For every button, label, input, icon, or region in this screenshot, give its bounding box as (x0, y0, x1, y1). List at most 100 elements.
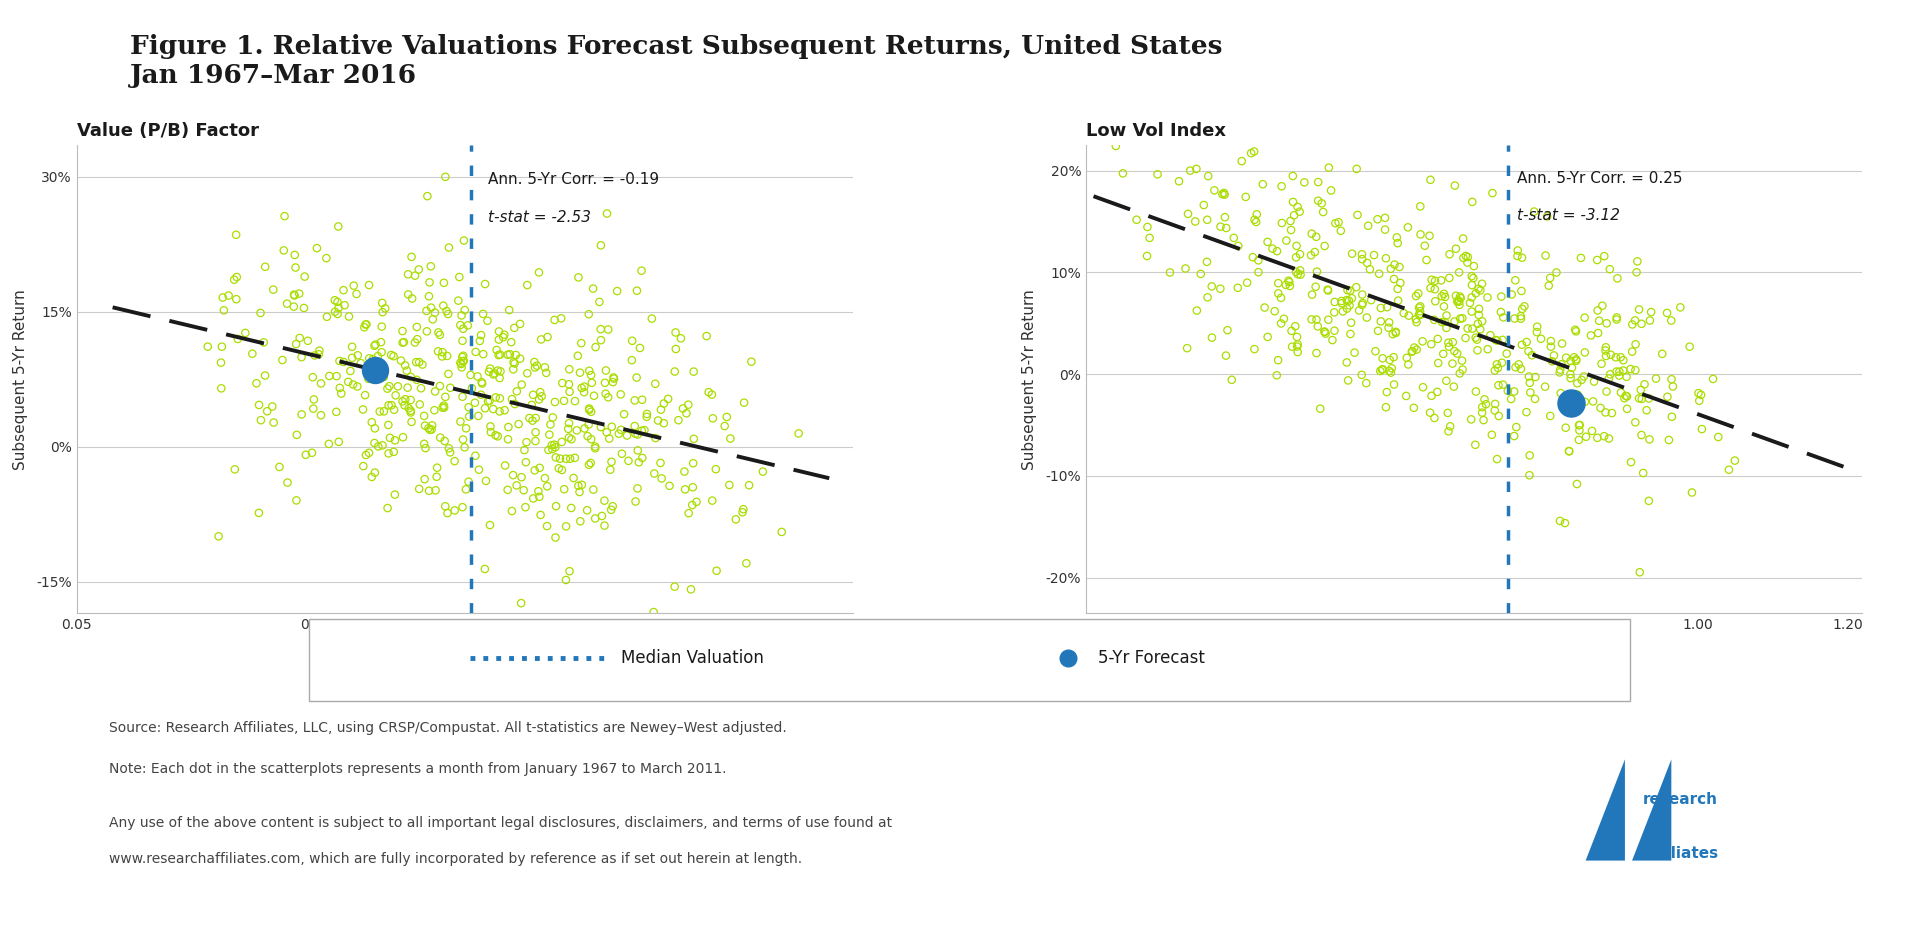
Point (1384, 259, 1415, 275)
Point (538, 410, 568, 425)
Point (336, 364, 367, 379)
Point (639, 431, 670, 446)
Point (1442, 294, 1473, 309)
Point (407, 357, 438, 372)
Point (478, 366, 509, 382)
Point (595, 455, 626, 470)
Point (1325, 223, 1356, 239)
Point (372, 381, 403, 396)
Point (472, 313, 503, 329)
Point (622, 370, 653, 385)
Point (659, 364, 689, 379)
Point (1513, 369, 1544, 384)
Point (1586, 401, 1617, 416)
Point (338, 377, 369, 392)
Point (482, 343, 513, 358)
Point (1283, 345, 1313, 360)
Point (555, 362, 586, 377)
Point (219, 272, 250, 287)
Point (1428, 286, 1459, 301)
Point (478, 402, 509, 417)
Point (436, 380, 467, 395)
Point (555, 451, 586, 466)
Point (1444, 297, 1475, 313)
Point (578, 482, 609, 497)
Point (1313, 160, 1344, 175)
Point (1657, 372, 1688, 387)
Point (415, 275, 445, 290)
Point (522, 484, 553, 499)
Point (1501, 420, 1532, 435)
Point (553, 377, 584, 392)
Point (555, 563, 586, 579)
Point (278, 288, 309, 303)
Point (701, 461, 732, 476)
Point (440, 503, 470, 518)
Point (1371, 384, 1402, 400)
Point (386, 353, 417, 368)
Point (420, 469, 451, 484)
Point (588, 509, 618, 524)
Point (420, 483, 451, 498)
Point (691, 329, 722, 344)
Point (1317, 332, 1348, 348)
Point (453, 318, 484, 333)
Point (676, 581, 707, 597)
Point (453, 409, 484, 424)
Point (213, 288, 244, 303)
Point (1273, 275, 1304, 290)
Point (566, 381, 597, 396)
Point (670, 482, 701, 497)
Point (1549, 420, 1580, 436)
Point (1611, 402, 1642, 417)
Point (1367, 362, 1398, 377)
Point (1238, 212, 1269, 227)
Point (555, 384, 586, 400)
Point (1261, 243, 1292, 259)
Point (411, 440, 442, 456)
Point (380, 487, 411, 502)
Point (524, 392, 555, 407)
Point (1703, 429, 1734, 444)
Point (540, 439, 570, 455)
Point (1164, 173, 1194, 188)
Point (1597, 405, 1628, 420)
Point (536, 438, 566, 453)
Point (501, 478, 532, 493)
Point (1356, 261, 1386, 277)
Point (626, 263, 657, 278)
Point (674, 506, 705, 521)
Point (1212, 221, 1242, 236)
Point (1553, 443, 1584, 458)
Point (1331, 293, 1361, 308)
Point (1440, 288, 1471, 303)
Point (1359, 247, 1390, 262)
Point (1684, 393, 1715, 408)
Point (403, 354, 434, 369)
Point (1509, 298, 1540, 313)
Point (1238, 250, 1269, 265)
Point (649, 396, 680, 411)
Point (1513, 344, 1544, 359)
Point (1306, 402, 1336, 417)
Point (1340, 345, 1371, 360)
Point (447, 389, 478, 404)
Point (467, 387, 497, 402)
Point (509, 483, 540, 498)
Point (1544, 365, 1574, 380)
Point (1238, 342, 1269, 357)
Point (593, 322, 624, 337)
Point (540, 313, 570, 328)
Point (338, 278, 369, 294)
Point (455, 367, 486, 383)
Point (470, 562, 501, 577)
Point (192, 339, 223, 354)
Point (328, 297, 359, 313)
Point (359, 338, 390, 353)
Point (1609, 391, 1640, 406)
Point (597, 420, 628, 435)
Point (382, 379, 413, 394)
Point (447, 500, 478, 515)
Point (401, 331, 432, 347)
Point (336, 350, 367, 366)
